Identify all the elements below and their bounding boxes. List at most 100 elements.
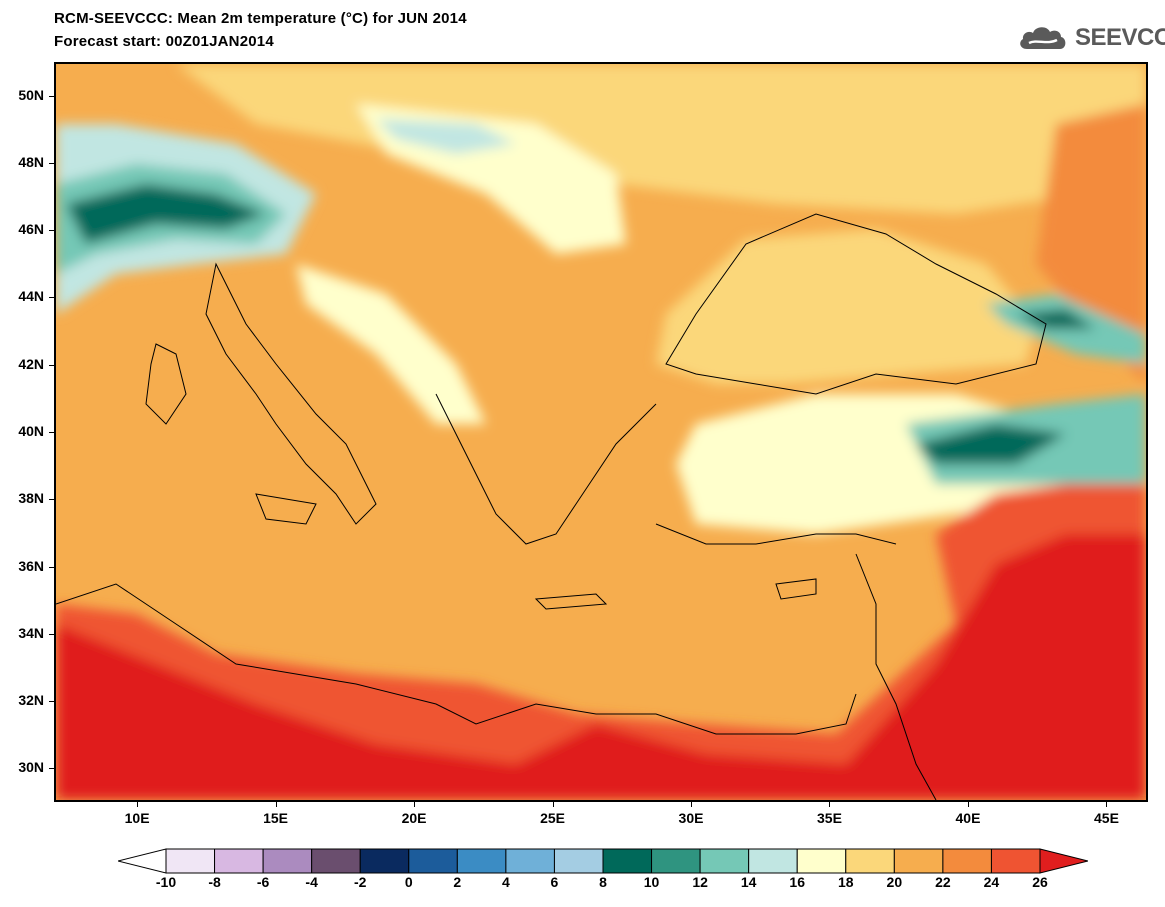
map-title: RCM-SEEVCCC: Mean 2m temperature (°C) fo… bbox=[54, 10, 467, 27]
lat-tick-label: 32N bbox=[18, 692, 44, 709]
colorbar-swatch bbox=[214, 848, 264, 874]
colorbar-label: 10 bbox=[643, 874, 660, 890]
lon-tick bbox=[1106, 802, 1108, 807]
lat-tick-label: 34N bbox=[18, 624, 44, 641]
corsica-sardinia-coast bbox=[145, 343, 187, 425]
colorbar-swatch bbox=[942, 848, 992, 874]
dinaric-cool-zone bbox=[296, 264, 486, 424]
lat-tick-label: 42N bbox=[18, 355, 44, 372]
north-africa-coast bbox=[56, 583, 857, 735]
colorbar-swatch bbox=[165, 848, 216, 874]
colorbar-swatch bbox=[359, 848, 410, 874]
lat-tick-label: 50N bbox=[18, 86, 44, 103]
lon-tick bbox=[829, 802, 831, 807]
colorbar-label: 4 bbox=[501, 874, 510, 890]
crete-coast bbox=[534, 593, 608, 610]
lon-tick bbox=[414, 802, 416, 807]
lat-tick-label: 30N bbox=[18, 759, 44, 776]
levant-coast bbox=[855, 553, 937, 800]
colorbar-swatch bbox=[893, 848, 944, 874]
lon-tick-label: 20E bbox=[401, 810, 427, 826]
colorbar-swatch bbox=[553, 848, 604, 874]
south-hot-zone bbox=[56, 484, 1146, 800]
lat-tick bbox=[49, 566, 54, 568]
colorbar bbox=[118, 848, 1088, 874]
lat-tick bbox=[49, 768, 54, 770]
colorbar-swatch bbox=[990, 848, 1041, 874]
colorbar-label: 22 bbox=[935, 874, 951, 890]
italy-coast bbox=[205, 262, 377, 525]
caucasus-coldest-zone bbox=[1016, 309, 1096, 329]
lat-tick-label: 38N bbox=[18, 490, 44, 507]
colorbar-label: 26 bbox=[1032, 874, 1048, 890]
lat-tick bbox=[49, 499, 54, 501]
lon-tick-label: 35E bbox=[817, 810, 842, 826]
greece-coast bbox=[435, 393, 657, 545]
lat-tick bbox=[49, 95, 54, 97]
cloud-icon bbox=[1020, 27, 1066, 49]
colorbar-swatch bbox=[796, 848, 847, 874]
lat-tick-label: 36N bbox=[18, 557, 44, 574]
colorbar-high-arrow bbox=[1039, 848, 1088, 874]
colorbar-label: -8 bbox=[208, 874, 221, 890]
colorbar-swatch bbox=[699, 848, 750, 874]
colorbar-swatch bbox=[602, 848, 653, 874]
colorbar-swatch bbox=[262, 848, 313, 874]
lon-tick-label: 40E bbox=[955, 810, 981, 826]
lon-tick bbox=[691, 802, 692, 807]
sicily-coast bbox=[255, 493, 317, 525]
lon-tick bbox=[552, 802, 554, 807]
colorbar-swatch bbox=[408, 848, 458, 874]
forecast-start-subtitle: Forecast start: 00Z01JAN2014 bbox=[54, 33, 274, 50]
turkey-south-coast bbox=[655, 523, 897, 545]
lat-tick bbox=[49, 364, 54, 366]
colorbar-swatch bbox=[456, 848, 507, 874]
colorbar-swatch bbox=[748, 848, 798, 874]
lon-tick bbox=[275, 802, 277, 807]
east-anatolia-coldest-zone bbox=[916, 424, 1066, 464]
coastlines bbox=[56, 213, 1047, 800]
colorbar-label: 6 bbox=[550, 874, 559, 890]
colorbar-label: 14 bbox=[740, 874, 757, 890]
lat-tick-label: 46N bbox=[18, 221, 44, 238]
lat-tick bbox=[49, 432, 54, 433]
lat-tick bbox=[49, 633, 54, 635]
colorbar-label: -10 bbox=[155, 874, 177, 890]
lat-tick bbox=[49, 230, 54, 232]
colorbar-label: -4 bbox=[305, 874, 318, 890]
lat-tick bbox=[49, 162, 54, 164]
lat-tick bbox=[49, 297, 54, 299]
lon-tick-label: 25E bbox=[540, 810, 565, 826]
temperature-map bbox=[54, 62, 1148, 802]
desert-hottest-zone bbox=[56, 534, 1146, 800]
lon-tick bbox=[137, 802, 139, 807]
lat-tick bbox=[49, 701, 54, 703]
colorbar-label: 12 bbox=[692, 874, 708, 890]
colorbar-label: 16 bbox=[789, 874, 806, 890]
colorbar-swatch bbox=[505, 848, 555, 874]
logo-text: SEEVCCC bbox=[1075, 24, 1165, 51]
black-sea-coast bbox=[665, 213, 1047, 395]
seevccc-logo: SEEVCCC bbox=[1017, 22, 1165, 54]
colorbar-swatch bbox=[845, 848, 895, 874]
lon-tick-label: 15E bbox=[263, 810, 289, 826]
alps-coldest-zone bbox=[66, 184, 266, 244]
colorbar-label: -6 bbox=[256, 874, 270, 890]
colorbar-swatch bbox=[651, 848, 701, 874]
colorbar-label: 24 bbox=[983, 874, 1000, 890]
lon-tick bbox=[967, 802, 969, 807]
carpathians-cold-zone bbox=[376, 119, 516, 154]
lat-tick-label: 44N bbox=[18, 288, 44, 305]
north-warm-zone bbox=[176, 64, 1146, 214]
colorbar-label: -2 bbox=[353, 874, 367, 890]
cyprus-coast bbox=[775, 578, 817, 600]
northeast-warm-zone bbox=[1036, 104, 1146, 384]
colorbar-swatch bbox=[311, 848, 361, 874]
black-sea bbox=[656, 229, 1036, 384]
lon-tick-label: 10E bbox=[124, 810, 150, 826]
lon-tick-label: 30E bbox=[678, 810, 704, 826]
temperature-field bbox=[56, 64, 1146, 800]
lat-tick-label: 48N bbox=[18, 153, 44, 170]
colorbar-label: 2 bbox=[453, 874, 462, 890]
colorbar-label: 20 bbox=[886, 874, 903, 890]
